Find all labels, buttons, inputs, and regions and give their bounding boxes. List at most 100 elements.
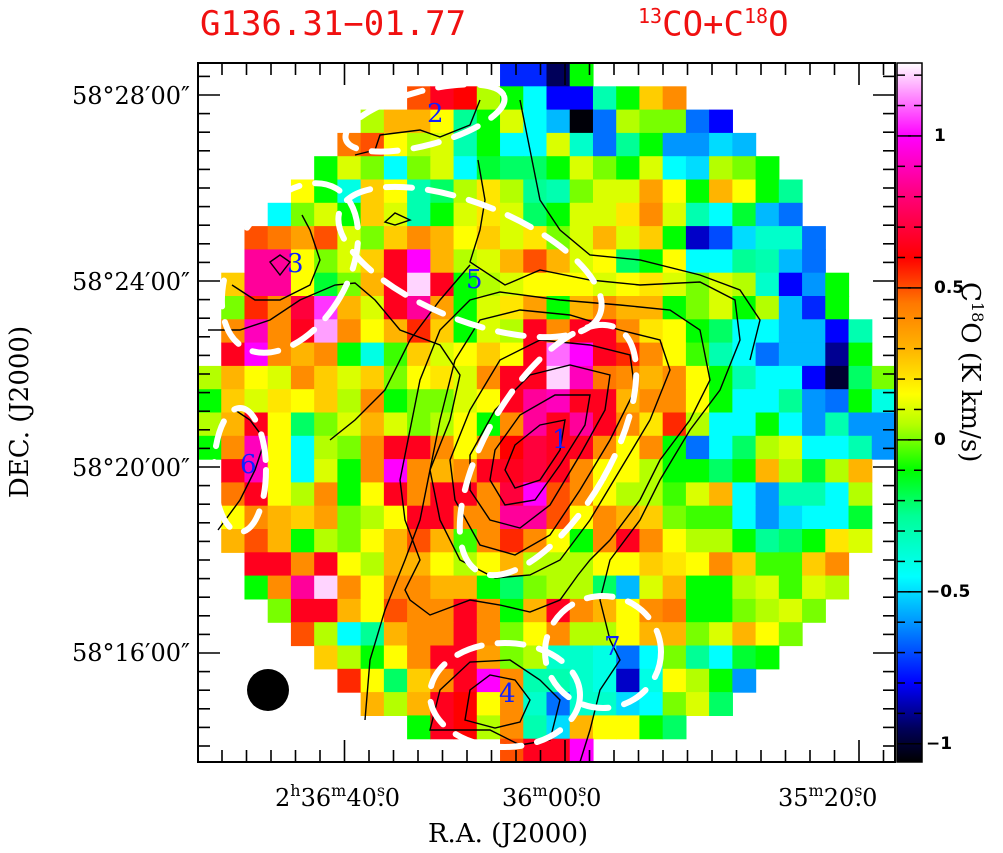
heatmap-cell bbox=[755, 319, 780, 344]
heatmap-cell bbox=[569, 459, 594, 483]
heatmap-cell bbox=[546, 482, 571, 507]
heatmap-cell bbox=[314, 342, 338, 367]
heatmap-cell bbox=[546, 132, 571, 157]
heatmap-cell bbox=[290, 389, 315, 414]
heatmap-cell bbox=[802, 319, 826, 344]
heatmap-cell bbox=[592, 179, 617, 204]
heatmap-cell bbox=[802, 342, 826, 367]
heatmap-cell bbox=[523, 132, 548, 157]
heatmap-cell bbox=[430, 226, 455, 250]
heatmap-cell bbox=[314, 202, 338, 227]
heatmap-cell bbox=[616, 272, 641, 297]
heatmap-cell bbox=[337, 505, 362, 530]
heatmap-cell bbox=[500, 365, 524, 390]
heatmap-cell bbox=[569, 598, 594, 623]
heatmap-cell bbox=[290, 365, 315, 390]
heatmap-cell bbox=[592, 389, 617, 414]
heatmap-cell bbox=[848, 365, 873, 390]
heatmap-cell bbox=[221, 365, 246, 390]
heatmap-cell bbox=[662, 598, 687, 623]
heatmap-cell bbox=[360, 622, 385, 647]
heatmap-cell bbox=[592, 668, 617, 693]
heatmap-cell bbox=[802, 389, 826, 414]
heatmap-cell bbox=[314, 622, 338, 647]
heatmap-cell bbox=[523, 622, 548, 647]
heatmap-cell bbox=[360, 226, 385, 250]
heatmap-cell bbox=[476, 249, 501, 274]
heatmap-cell bbox=[732, 598, 757, 623]
heatmap-cell bbox=[802, 435, 826, 460]
heatmap-cell bbox=[430, 272, 455, 297]
heatmap-cell bbox=[732, 622, 757, 647]
heatmap-cell bbox=[871, 389, 896, 414]
heatmap-cell bbox=[221, 482, 246, 507]
heatmap-cell bbox=[500, 738, 524, 763]
heatmap-cell bbox=[500, 109, 524, 134]
region-label-6: 6 bbox=[240, 450, 257, 480]
heatmap-cell bbox=[569, 575, 594, 600]
heatmap-cell bbox=[569, 86, 594, 111]
heatmap-cell bbox=[662, 645, 687, 670]
heatmap-cell bbox=[476, 692, 501, 716]
heatmap-cell bbox=[430, 109, 455, 134]
heatmap-cell bbox=[709, 296, 733, 320]
heatmap-cell bbox=[500, 529, 524, 553]
heatmap-cell bbox=[709, 179, 733, 204]
heatmap-cell bbox=[267, 365, 292, 390]
heatmap-cell bbox=[337, 365, 362, 390]
heatmap-cell bbox=[569, 738, 594, 763]
heatmap-cell bbox=[360, 342, 385, 367]
heatmap-cell bbox=[639, 249, 664, 274]
heatmap-cell bbox=[430, 319, 455, 344]
heatmap-cell bbox=[709, 389, 733, 414]
heatmap-cell bbox=[639, 435, 664, 460]
heatmap-cell bbox=[546, 179, 571, 204]
heatmap-cell bbox=[244, 529, 269, 553]
heatmap-cell bbox=[290, 505, 315, 530]
heatmap-cell bbox=[732, 156, 757, 181]
heatmap-cell bbox=[802, 412, 826, 437]
heatmap-cell bbox=[662, 342, 687, 367]
heatmap-cell bbox=[430, 132, 455, 157]
heatmap-cell bbox=[290, 552, 315, 577]
heatmap-cell bbox=[685, 365, 710, 390]
heatmap-cell bbox=[198, 389, 222, 414]
heatmap-cell bbox=[639, 342, 664, 367]
contour-line bbox=[383, 212, 412, 226]
heatmap-cell bbox=[523, 575, 548, 600]
heatmap-cell bbox=[314, 459, 338, 483]
heatmap-cell bbox=[407, 482, 431, 507]
heatmap-cell bbox=[616, 179, 641, 204]
heatmap-cell bbox=[383, 622, 408, 647]
heatmap-cell bbox=[825, 296, 850, 320]
heatmap-cell bbox=[825, 529, 850, 553]
heatmap-cell bbox=[871, 412, 896, 437]
heatmap-cell bbox=[290, 459, 315, 483]
heatmap-cell bbox=[569, 552, 594, 577]
colorbar-tick-label: 0.5 bbox=[934, 278, 964, 298]
heatmap-cell bbox=[476, 342, 501, 367]
heatmap-cell bbox=[662, 459, 687, 483]
heatmap-cell bbox=[430, 342, 455, 367]
heatmap-cell bbox=[755, 272, 780, 297]
heatmap-cell bbox=[500, 412, 524, 437]
heatmap-cell bbox=[290, 179, 315, 204]
heatmap-cell bbox=[755, 156, 780, 181]
region-label-2: 2 bbox=[427, 99, 444, 129]
region-3-outline bbox=[218, 180, 362, 356]
heatmap-cell bbox=[639, 226, 664, 250]
heatmap-cell bbox=[825, 505, 850, 530]
heatmap-cell bbox=[639, 552, 664, 577]
heatmap-cell bbox=[802, 529, 826, 553]
heatmap-cell bbox=[802, 365, 826, 390]
heatmap-cell bbox=[476, 389, 501, 414]
heatmap-cell bbox=[592, 715, 617, 740]
heatmap-cell bbox=[662, 319, 687, 344]
heatmap-cell bbox=[709, 459, 733, 483]
contour-line bbox=[504, 419, 566, 489]
heatmap-cell bbox=[569, 389, 594, 414]
heatmap-cell bbox=[592, 365, 617, 390]
heatmap-cell bbox=[685, 412, 710, 437]
heatmap-cell bbox=[267, 272, 292, 297]
heatmap-cell bbox=[407, 272, 431, 297]
